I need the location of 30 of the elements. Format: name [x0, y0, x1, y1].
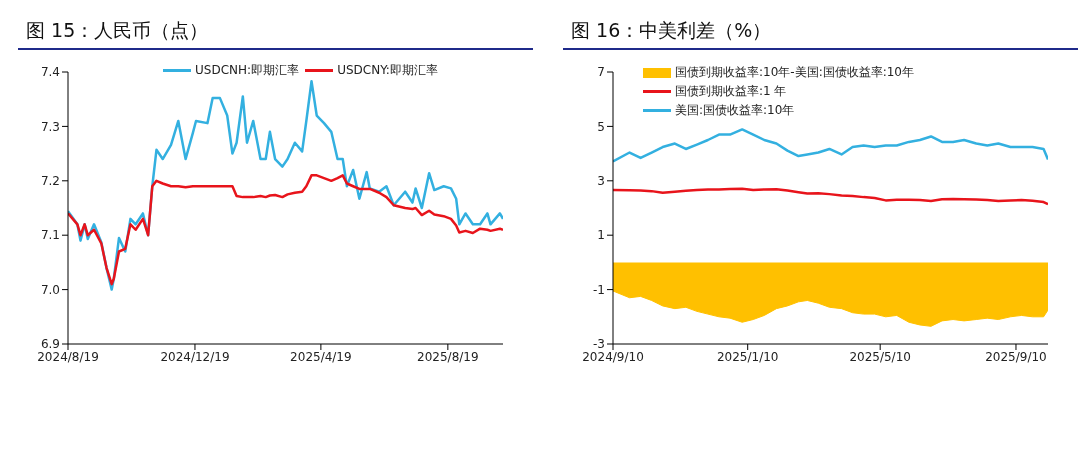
y-tick-label: 7.0 [40, 282, 60, 297]
y-tick-label: 5 [597, 119, 605, 134]
x-tick-label: 2025/1/10 [716, 349, 779, 364]
legend-label: 国债到期收益率:10年-美国:国债收益率:10年 [675, 64, 914, 81]
legend-label: 美国:国债收益率:10年 [675, 102, 795, 119]
line-series [68, 174, 503, 286]
y-tick-label: 7.1 [40, 228, 60, 243]
chart-title: 图 16：中美利差（%） [563, 12, 1078, 50]
legend-label: USDCNH:即期汇率 [195, 62, 300, 79]
line-series [613, 128, 1048, 163]
x-tick-label: 2025/9/10 [985, 349, 1047, 364]
y-tick-label: 1 [597, 228, 605, 243]
y-tick-label: 6.9 [40, 337, 60, 352]
x-tick-label: 2025/4/19 [290, 349, 352, 364]
legend-label: USDCNY:即期汇率 [337, 62, 438, 79]
legend-label: 国债到期收益率:1 年 [675, 83, 787, 100]
chart-title: 图 15：人民币（点） [18, 12, 533, 50]
x-tick-label: 2025/8/19 [417, 349, 479, 364]
y-tick-label: 3 [597, 174, 605, 189]
y-tick-label: 7.3 [40, 119, 60, 134]
x-tick-label: 2024/9/10 [582, 349, 644, 364]
x-tick-label: 2024/8/19 [37, 349, 99, 364]
y-tick-label: 7.4 [40, 65, 60, 80]
y-tick-label: 7.2 [40, 174, 60, 189]
y-tick-label: -1 [593, 282, 605, 297]
y-tick-label: -3 [593, 337, 605, 352]
y-tick-label: 7 [597, 65, 605, 80]
line-series [613, 187, 1048, 206]
x-tick-label: 2025/5/10 [849, 349, 911, 364]
x-tick-label: 2024/12/19 [160, 349, 230, 364]
